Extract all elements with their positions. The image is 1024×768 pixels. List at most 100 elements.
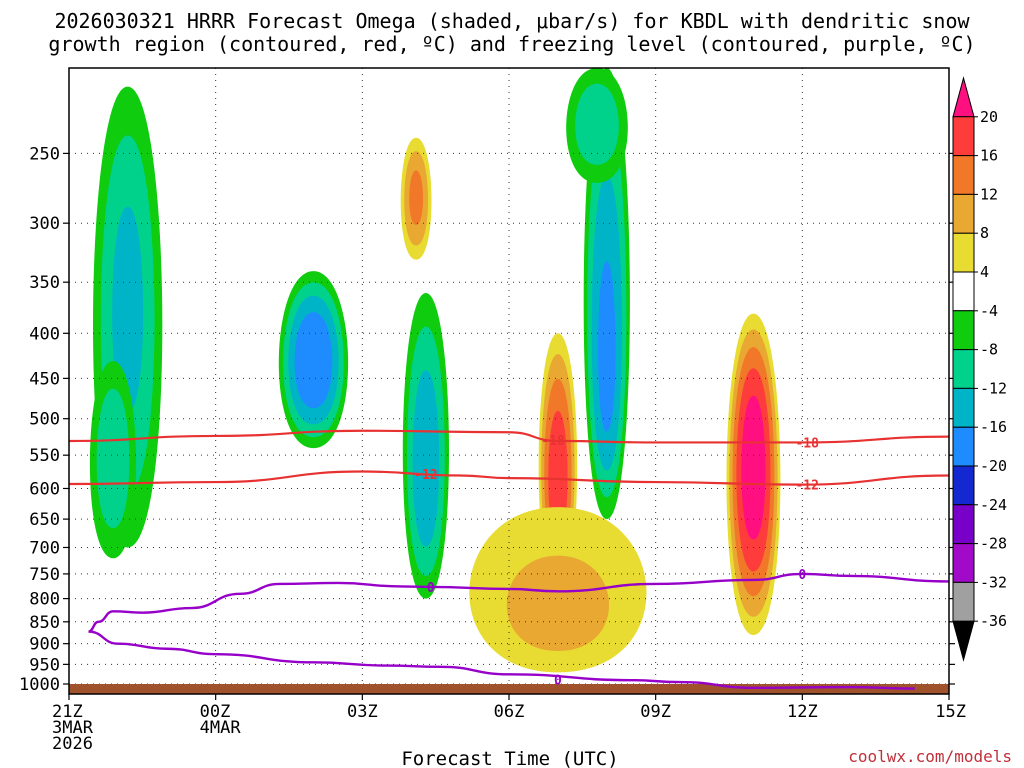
colorbar-swatch — [952, 271, 975, 312]
contour-label: -12 — [795, 478, 818, 493]
colorbar-swatch — [952, 232, 975, 273]
y-tick-label: 650 — [29, 510, 60, 530]
colorbar-label: 16 — [980, 147, 998, 165]
colorbar-label: 8 — [980, 224, 989, 242]
omega-colorbar: 20 16 12 8 4 -4 -8 -12 -16 -20 -24 -28 -32 -36 — [952, 76, 1007, 662]
x-tick-label: 00Z — [200, 702, 231, 722]
omega-band — [96, 388, 130, 529]
colorbar-label: -12 — [980, 379, 1007, 397]
contour-label: 0 — [427, 581, 435, 596]
x-tick-label: 4MAR — [200, 718, 242, 738]
contour-label: -18 — [541, 434, 565, 449]
freezing-level-lower — [88, 630, 915, 690]
y-tick-label: 450 — [29, 369, 60, 389]
colorbar-swatch — [952, 581, 975, 622]
y-tick-label: 900 — [29, 635, 60, 655]
contour-label: 0 — [798, 568, 806, 583]
x-tick-label: 3MAR — [52, 718, 94, 738]
omega-feature-descent-1100 — [726, 313, 781, 636]
y-tick-label: 750 — [29, 565, 60, 585]
colorbar-label: 12 — [980, 185, 998, 203]
colorbar-swatch — [952, 310, 975, 351]
omega-feature-upper-0800 — [566, 68, 628, 183]
chart-title-line-1: 2026030321 HRRR Forecast Omega (shaded, … — [54, 9, 970, 33]
isotherm--18 — [69, 429, 949, 444]
colorbar-label: -8 — [980, 341, 998, 359]
x-tick-label: 09Z — [640, 702, 671, 722]
chart-title-line-2: growth region (contoured, red, ºC) and f… — [48, 32, 975, 56]
omega-feature-early-lower-ascent — [89, 360, 137, 559]
svg-text:-12: -12 — [795, 478, 818, 493]
y-tick-label: 800 — [29, 590, 60, 610]
terrain-ground-strip — [69, 684, 949, 694]
x-tick-label: 2026 — [52, 734, 93, 754]
colorbar-label: -16 — [980, 418, 1007, 436]
colorbar-swatch — [952, 349, 975, 389]
omega-band — [412, 370, 440, 547]
isotherm--12 — [69, 470, 949, 486]
y-tick-label: 500 — [29, 410, 60, 430]
colorbar-label: -32 — [980, 573, 1007, 591]
x-axis-label: Forecast Time (UTC) — [401, 748, 618, 768]
omega-feature-column-0400 — [402, 292, 450, 599]
svg-text:-18: -18 — [795, 436, 819, 451]
svg-text:0: 0 — [427, 581, 435, 596]
colorbar-swatch — [952, 76, 975, 118]
colorbar-swatch — [952, 155, 975, 195]
y-tick-label: 700 — [29, 538, 60, 558]
isotherm-contours: -18 -18 -12 -12 0 0 0 — [69, 429, 949, 690]
omega-feature-upper-descent — [400, 137, 432, 260]
colorbar-swatch — [952, 426, 975, 467]
y-tick-label: 250 — [29, 144, 60, 164]
y-tick-label: 350 — [29, 273, 60, 293]
y-tick-label: 550 — [29, 446, 60, 466]
colorbar-label: 20 — [980, 108, 998, 126]
y-tick-label: 850 — [29, 613, 60, 633]
omega-field — [89, 68, 781, 673]
x-tick-label: 15Z — [935, 702, 966, 722]
svg-text:-12: -12 — [414, 468, 437, 483]
omega-band — [112, 206, 144, 413]
colorbar-label: -4 — [980, 302, 998, 320]
omega-band — [741, 395, 766, 540]
omega-feature-cell-0200 — [278, 271, 349, 449]
y-tick-label: 600 — [29, 479, 60, 499]
y-tick-label: 400 — [29, 324, 60, 344]
y-tick-label: 950 — [29, 655, 60, 675]
colorbar-label: -36 — [980, 612, 1007, 630]
omega-band — [409, 170, 424, 225]
colorbar-swatch — [952, 504, 975, 545]
credit-link[interactable]: coolwx.com/models — [848, 747, 1012, 766]
pressure-axis: 2503003504004505005506006507007508008509… — [19, 144, 955, 695]
colorbar-swatch — [952, 620, 975, 662]
colorbar-label: -24 — [980, 496, 1007, 514]
omega-band — [575, 83, 619, 165]
y-tick-label: 1000 — [19, 675, 60, 695]
x-tick-label: 06Z — [494, 702, 525, 722]
omega-feature-low-descent — [469, 507, 647, 673]
x-tick-label: 03Z — [347, 702, 378, 722]
colorbar-swatch — [952, 543, 975, 583]
omega-band — [548, 410, 568, 539]
omega-band — [294, 312, 333, 409]
freezing-level-upper — [88, 572, 949, 633]
colorbar-swatch — [952, 116, 975, 157]
omega-band — [598, 261, 616, 432]
colorbar-label: 4 — [980, 263, 989, 281]
colorbar-swatch — [952, 465, 975, 506]
colorbar-label: -20 — [980, 457, 1007, 475]
svg-text:-18: -18 — [541, 434, 565, 449]
omega-band — [506, 555, 610, 651]
svg-text:0: 0 — [798, 568, 806, 583]
colorbar-swatch — [952, 193, 975, 234]
contour-label: -12 — [414, 468, 437, 483]
contour-label: -18 — [795, 436, 819, 451]
x-tick-label: 12Z — [787, 702, 818, 722]
colorbar-swatch — [952, 387, 975, 428]
svg-text:0: 0 — [554, 673, 562, 688]
x-tick-label: 21Z — [52, 702, 83, 722]
colorbar-label: -28 — [980, 535, 1007, 553]
contour-label: 0 — [554, 673, 562, 688]
